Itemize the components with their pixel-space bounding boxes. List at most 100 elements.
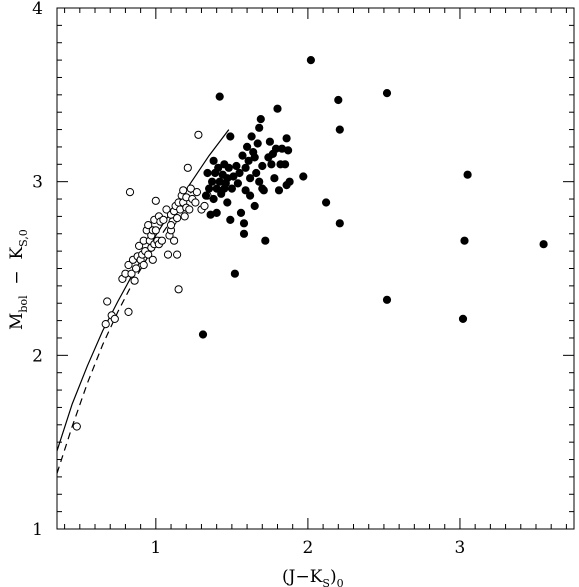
filled-data-point [229, 172, 238, 181]
filled-data-point [226, 215, 235, 224]
open-data-point [162, 205, 171, 214]
filled-data-point [236, 208, 246, 217]
y-tick-label: 2 [32, 346, 43, 366]
open-data-point [185, 205, 194, 214]
filled-data-point [212, 208, 221, 217]
open-data-point [125, 188, 135, 197]
filled-data-point [232, 161, 241, 171]
open-data-point [103, 297, 112, 306]
filled-data-point [241, 163, 250, 172]
open-data-point [101, 320, 110, 329]
filled-data-point [253, 139, 262, 148]
open-data-point [159, 215, 168, 224]
filled-data-point [244, 156, 253, 165]
y-tick-label: 1 [32, 520, 43, 540]
filled-data-point [215, 92, 224, 101]
filled-data-point [214, 163, 223, 172]
axis-ticks [57, 7, 574, 530]
open-data-point [148, 255, 157, 264]
filled-data-point [382, 89, 392, 98]
y-tick-label: 3 [32, 173, 43, 193]
open-data-point [192, 188, 201, 197]
open-data-point [144, 221, 153, 230]
filled-data-point [306, 56, 315, 65]
filled-data-point [285, 177, 294, 186]
filled-data-point [239, 219, 249, 228]
filled-data-point [274, 186, 284, 195]
filled-data-point [335, 125, 344, 134]
filled-data-point [270, 174, 279, 183]
plot-frame [56, 7, 575, 530]
filled-data-point [243, 142, 252, 151]
open-data-point [166, 221, 176, 230]
filled-data-point [205, 184, 214, 193]
open-data-point [110, 314, 119, 323]
data-points [72, 56, 548, 431]
filled-data-point [382, 295, 392, 304]
filled-data-point [281, 160, 290, 169]
filled-data-point [247, 132, 256, 141]
y-axis-label: Mbol − KS,0 [7, 229, 30, 330]
filled-data-point [463, 170, 472, 179]
open-data-point [151, 196, 160, 205]
filled-data-point [322, 198, 331, 207]
filled-data-point [241, 186, 250, 195]
filled-data-point [223, 198, 232, 207]
y-tick-label: 4 [32, 0, 43, 19]
open-data-point [151, 226, 160, 235]
filled-data-point [201, 191, 211, 200]
open-data-point [180, 212, 189, 221]
open-data-point [170, 236, 179, 245]
filled-data-point [460, 236, 469, 245]
filled-data-point [255, 123, 264, 132]
filled-data-point [203, 168, 212, 178]
open-data-point [200, 201, 209, 211]
filled-data-point [198, 330, 208, 339]
solid-model-curve [56, 129, 230, 452]
filled-data-point [233, 179, 242, 188]
filled-data-point [209, 194, 218, 204]
filled-data-point [209, 156, 218, 165]
filled-data-point [261, 236, 270, 245]
filled-data-point [224, 163, 233, 172]
filled-data-point [284, 146, 293, 155]
open-data-point [191, 198, 200, 207]
filled-data-point [246, 174, 255, 183]
open-data-point [127, 269, 136, 278]
x-tick-label: 2 [302, 538, 313, 558]
filled-data-point [252, 168, 261, 178]
tick-labels: 1 2 3 1 2 3 4 [32, 0, 465, 558]
open-data-point [124, 260, 133, 270]
filled-data-point [230, 269, 239, 278]
model-curves [56, 129, 230, 474]
filled-data-point [539, 240, 548, 249]
open-data-point [135, 241, 144, 250]
open-data-point [194, 130, 203, 139]
filled-data-point [259, 186, 268, 195]
filled-data-point [246, 191, 255, 200]
open-data-point [186, 184, 195, 193]
filled-data-point [227, 184, 236, 193]
open-data-point [132, 264, 141, 273]
filled-data-point [335, 219, 344, 228]
filled-data-point [267, 160, 276, 169]
x-axis-label: (J−KS)0 [282, 567, 344, 587]
filled-data-point [282, 134, 291, 143]
filled-data-point [255, 177, 264, 186]
open-data-point [139, 260, 148, 270]
filled-data-point [256, 115, 265, 124]
filled-data-point [299, 172, 308, 181]
open-data-point [183, 163, 192, 172]
filled-data-point [250, 201, 259, 211]
filled-data-point [238, 151, 247, 160]
filled-data-point [239, 229, 249, 238]
open-data-point [157, 236, 166, 245]
x-tick-label: 1 [150, 538, 161, 558]
filled-data-point [265, 137, 274, 146]
open-data-point [174, 285, 183, 294]
open-data-point [179, 186, 188, 195]
filled-data-point [235, 168, 244, 178]
filled-data-point [226, 132, 235, 141]
open-data-point [72, 422, 81, 431]
